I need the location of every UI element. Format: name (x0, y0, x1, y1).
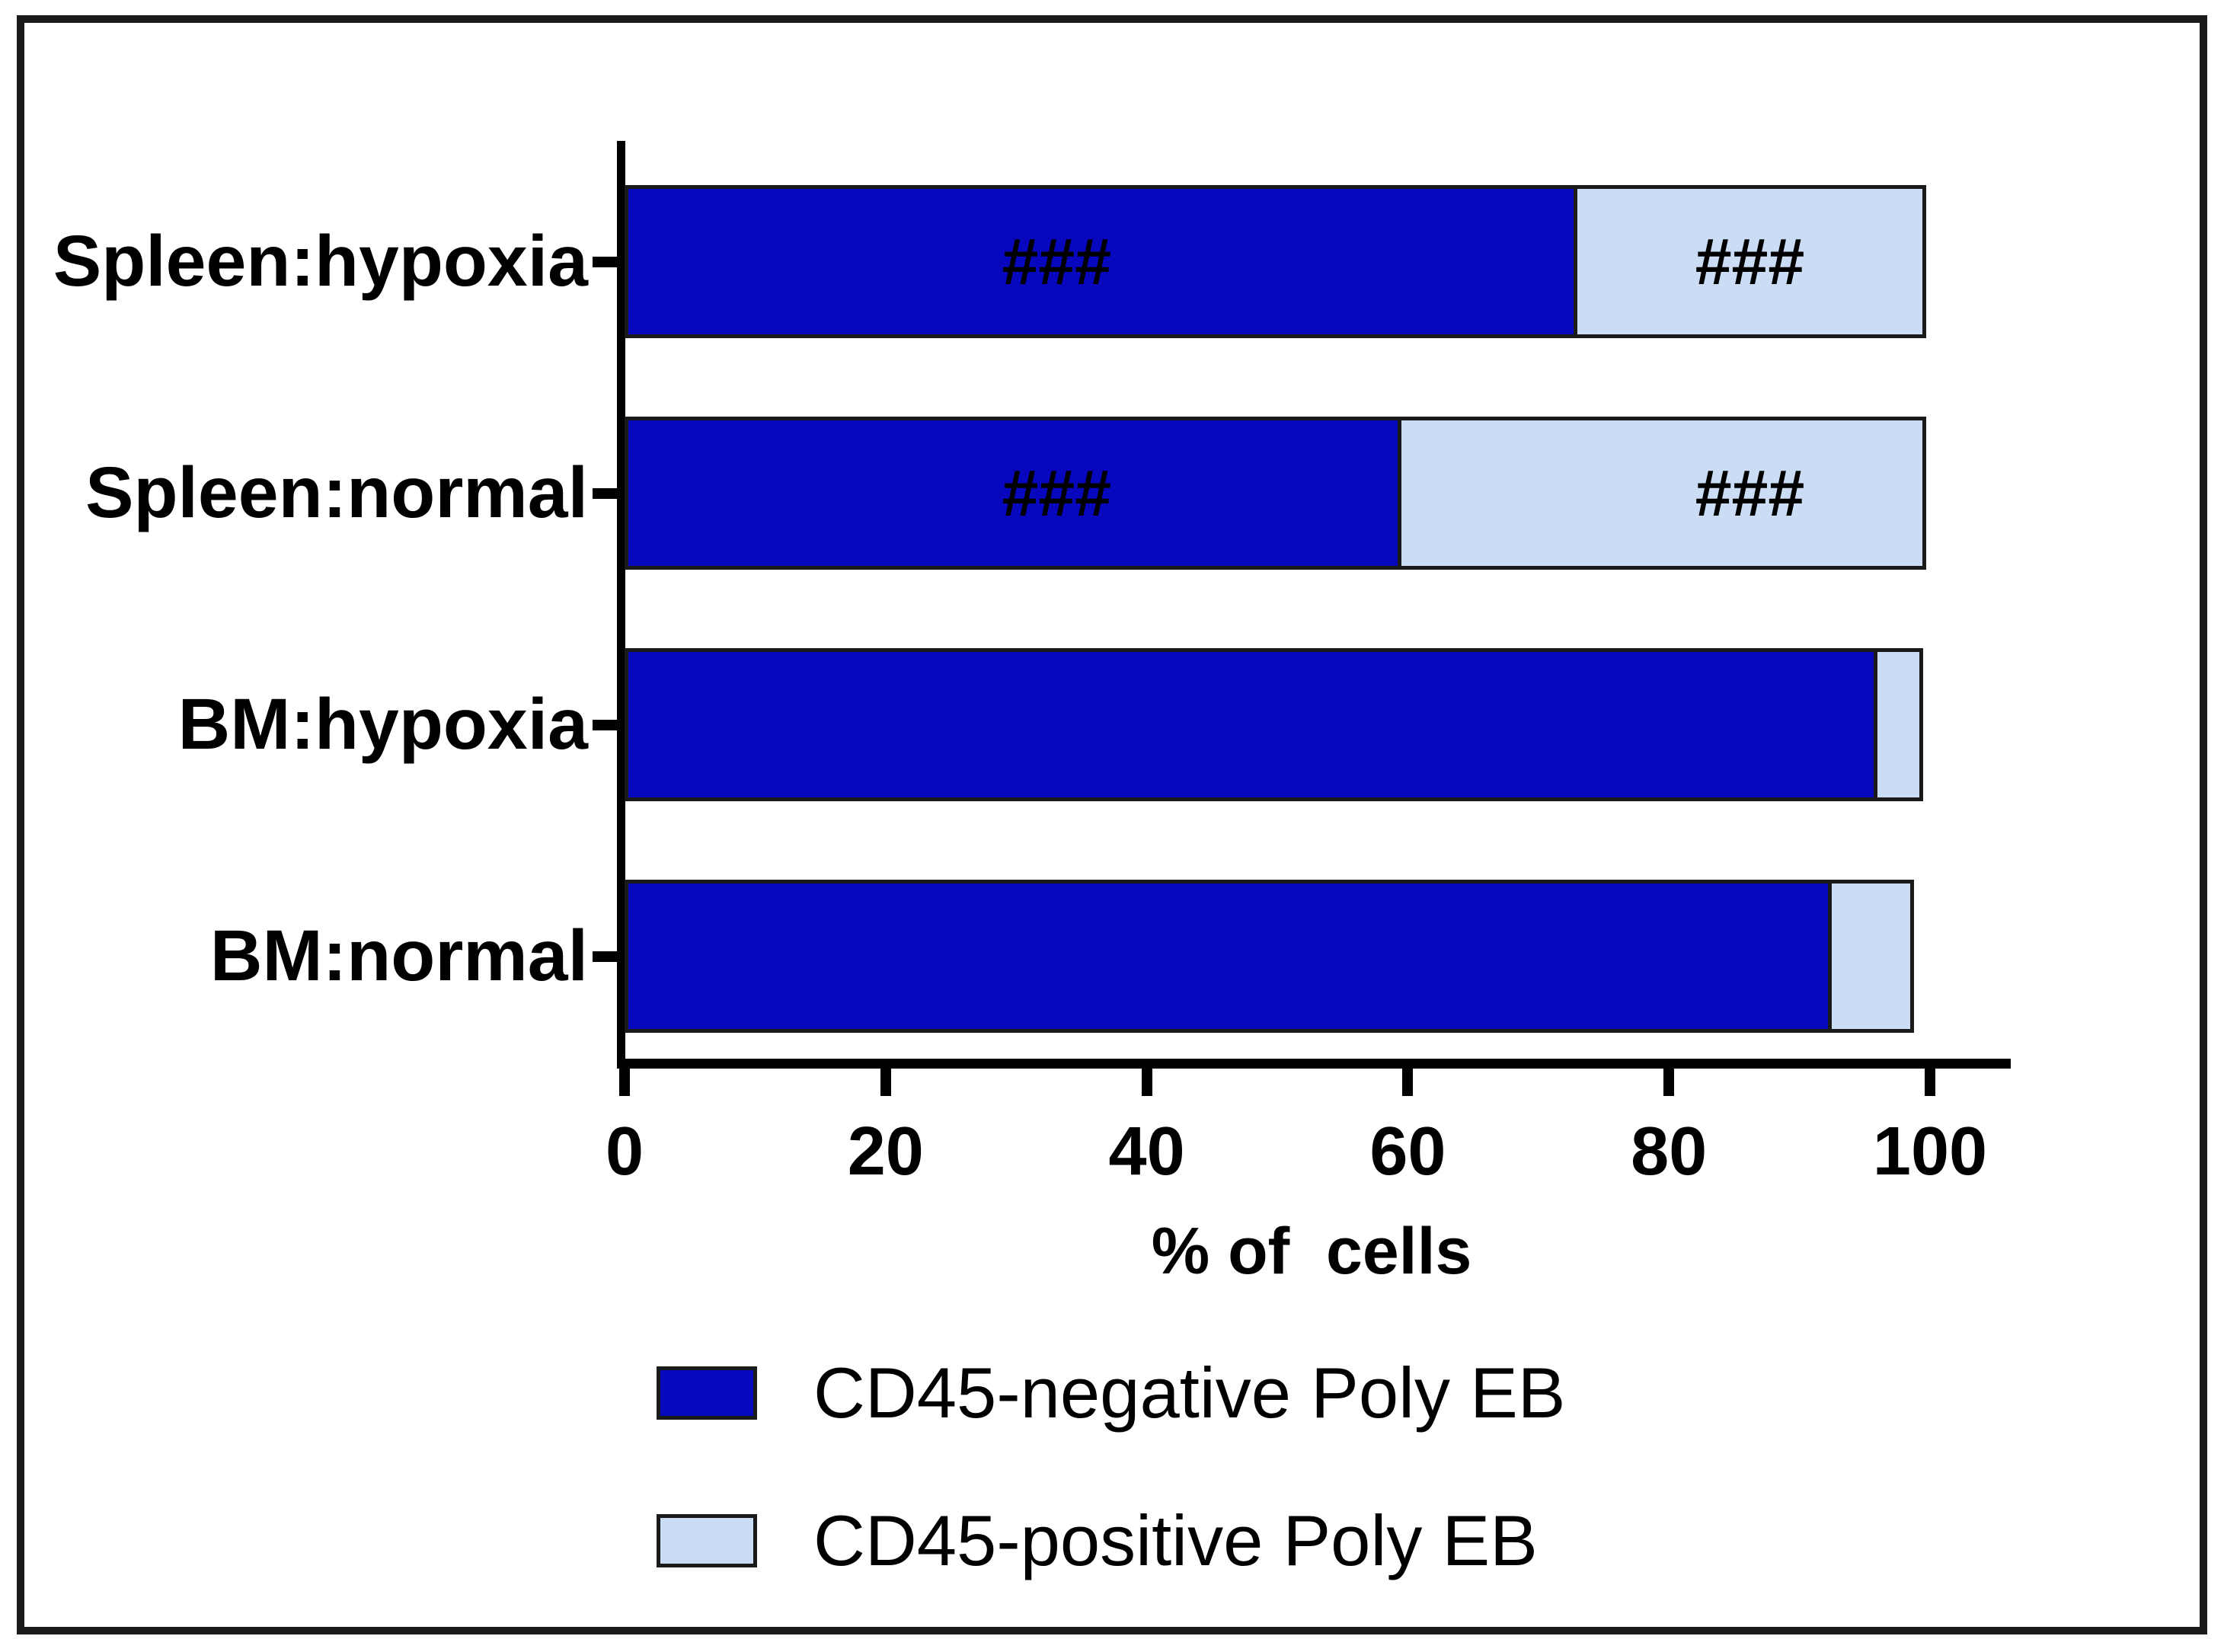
legend-item: CD45-negative Poly EB (657, 1351, 1566, 1435)
legend-label: CD45-positive Poly EB (813, 1500, 1538, 1580)
bar-spleen-hypoxia (625, 185, 1926, 338)
x-tick-mark-40 (1141, 1069, 1152, 1096)
x-axis-title: % of cells (1151, 1215, 1472, 1288)
bar-segment (1874, 648, 1923, 801)
x-tick-label-80: 80 (1631, 1114, 1708, 1190)
bar-spleen-normal (625, 417, 1926, 570)
y-axis-line (617, 141, 625, 1068)
bar-segment (1828, 880, 1914, 1033)
bar-segment (625, 880, 1832, 1033)
x-tick-mark-80 (1663, 1069, 1675, 1096)
x-tick-mark-60 (1402, 1069, 1414, 1096)
bar-segment (1574, 185, 1926, 338)
x-tick-label-60: 60 (1369, 1114, 1446, 1190)
x-tick-mark-100 (1925, 1069, 1935, 1096)
category-label: Spleen:normal (85, 452, 588, 533)
x-tick-label-100: 100 (1872, 1114, 1988, 1190)
significance-annotation: ### (1002, 225, 1112, 299)
x-tick-label-20: 20 (847, 1114, 924, 1190)
bar-segment (625, 185, 1577, 338)
x-tick-label-40: 40 (1108, 1114, 1185, 1190)
y-tick-mark (593, 719, 618, 730)
y-tick-mark (593, 256, 618, 267)
category-label: Spleen:hypoxia (53, 221, 588, 302)
significance-annotation: ### (1002, 456, 1112, 530)
bar-segment (625, 417, 1401, 570)
legend-swatch (657, 1514, 757, 1567)
y-tick-mark (593, 487, 618, 499)
legend-swatch (657, 1366, 757, 1420)
category-label: BM:hypoxia (177, 684, 588, 765)
x-tick-mark-0 (619, 1069, 630, 1096)
significance-annotation: ### (1695, 225, 1805, 299)
bar-bm-normal (625, 880, 1914, 1033)
bar-bm-hypoxia (625, 648, 1923, 801)
x-tick-label-0: 0 (605, 1114, 644, 1190)
legend-item: CD45-positive Poly EB (657, 1499, 1538, 1583)
x-tick-mark-20 (880, 1069, 891, 1096)
significance-annotation: ### (1695, 456, 1805, 530)
bar-segment (625, 648, 1877, 801)
x-axis-line (617, 1059, 2011, 1069)
bar-segment (1398, 417, 1926, 570)
category-label: BM:normal (209, 915, 588, 996)
y-tick-mark (593, 951, 618, 962)
legend-label: CD45-negative Poly EB (813, 1353, 1566, 1433)
